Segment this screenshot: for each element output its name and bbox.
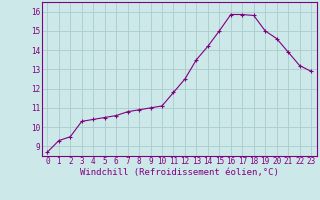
X-axis label: Windchill (Refroidissement éolien,°C): Windchill (Refroidissement éolien,°C) <box>80 168 279 177</box>
